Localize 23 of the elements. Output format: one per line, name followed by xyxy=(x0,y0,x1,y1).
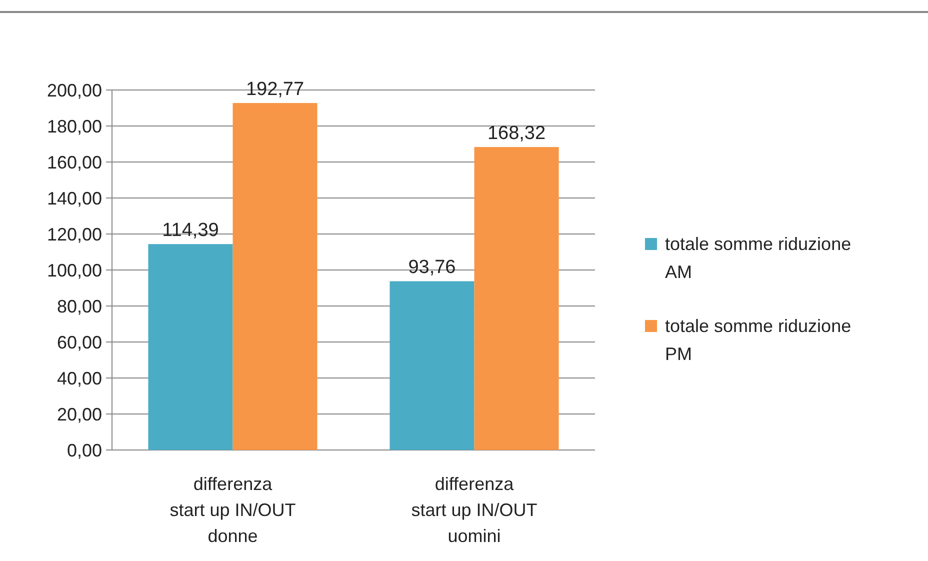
y-tick-label: 140,00 xyxy=(46,188,102,208)
y-tick-label: 60,00 xyxy=(56,332,102,352)
y-tick-label: 180,00 xyxy=(46,116,102,136)
y-tick-label: 20,00 xyxy=(56,404,102,424)
legend-label: totale somme riduzione AM xyxy=(665,234,852,282)
y-tick-label: 200,00 xyxy=(46,80,102,100)
data-label: 93,76 xyxy=(408,257,456,278)
bar xyxy=(474,147,559,450)
y-tick-label: 40,00 xyxy=(56,368,102,388)
bar xyxy=(148,244,233,450)
data-label: 114,39 xyxy=(162,220,219,242)
bar xyxy=(232,103,318,450)
legend-label: totale somme riduzione PM xyxy=(665,316,852,364)
y-tick-label: 0,00 xyxy=(66,440,102,460)
data-label: 168,32 xyxy=(487,123,546,144)
y-tick-label: 160,00 xyxy=(46,152,102,172)
data-label: 192,77 xyxy=(246,79,304,100)
x-tick-label: differenza start up IN/OUT donne xyxy=(170,474,296,546)
y-tick-label: 80,00 xyxy=(56,296,102,316)
bar xyxy=(390,281,474,450)
y-tick-label: 100,00 xyxy=(46,260,102,280)
y-tick-label: 120,00 xyxy=(46,224,102,244)
x-tick-label: differenza start up IN/OUT uomini xyxy=(411,474,538,546)
